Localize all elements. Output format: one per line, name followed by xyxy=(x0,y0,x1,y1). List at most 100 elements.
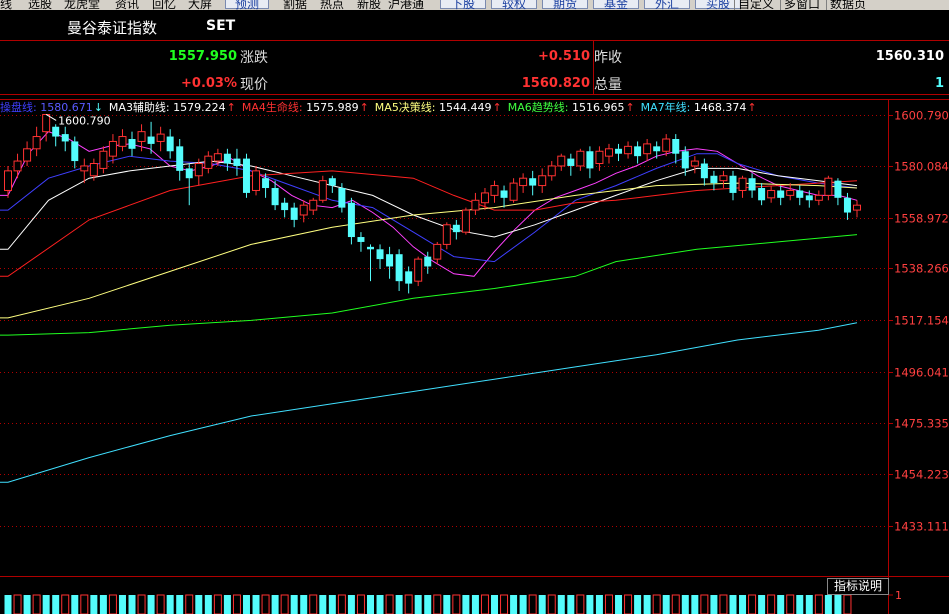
menu-button-5-label: 买股 xyxy=(705,0,730,10)
candle-body-down xyxy=(615,148,623,154)
menu-mid-item-2[interactable]: 热点 xyxy=(320,0,345,10)
volume-bar xyxy=(185,594,194,614)
candle-body-up xyxy=(547,165,556,177)
menu-item-3[interactable]: 资讯 xyxy=(115,0,140,10)
index-code: SET xyxy=(206,18,236,34)
volume-bar xyxy=(213,594,222,614)
change-pct: +0.03% xyxy=(181,76,237,91)
volume-bar xyxy=(805,595,813,614)
y-tick-label: 1600.790 xyxy=(894,109,949,123)
open-value: 1557.950 xyxy=(168,49,237,64)
menu-button-5[interactable]: 买股 xyxy=(695,0,741,10)
volume-bar xyxy=(337,594,346,614)
menu-separator xyxy=(734,0,735,10)
candle-body-up xyxy=(4,170,12,191)
volume-bar xyxy=(13,594,22,614)
volume-bar xyxy=(166,595,174,614)
volume-bar xyxy=(681,595,689,614)
menu-right-item-1[interactable]: 多窗口 xyxy=(784,0,821,10)
menu-button-forecast-label: 预测 xyxy=(234,0,259,10)
menu-mid-item-3[interactable]: 新股 xyxy=(357,0,382,10)
menu-button-4[interactable]: 外汇 xyxy=(644,0,690,10)
volume-bar xyxy=(156,594,165,614)
candle-body-down xyxy=(529,178,537,186)
volume-bar xyxy=(433,594,442,614)
y-tick-label: 1538.266 xyxy=(894,262,949,276)
candle-body-up xyxy=(576,150,585,167)
menu-right-item-2[interactable]: 数据页 xyxy=(830,0,867,10)
candle-body-up xyxy=(767,189,776,199)
y-tick-label: 1475.335 xyxy=(894,417,949,431)
menu-button-1[interactable]: 较权 xyxy=(491,0,537,10)
candle-body-down xyxy=(843,197,851,213)
candle-body-down xyxy=(147,136,155,144)
candle-body-up xyxy=(509,182,518,201)
candle-body-down xyxy=(376,249,384,260)
volume-bar xyxy=(195,595,203,614)
candle-body-up xyxy=(519,177,528,187)
volume-bar xyxy=(385,594,394,614)
volume-bar xyxy=(624,594,633,614)
ma-line-ma-cyan xyxy=(0,322,858,483)
menu-item-4[interactable]: 回忆 xyxy=(152,0,177,10)
volume-bar xyxy=(814,594,823,614)
candle-body-up xyxy=(137,131,146,142)
volume-bar xyxy=(662,595,670,614)
menu-button-3[interactable]: 基金 xyxy=(593,0,639,10)
indicator-explain-button[interactable]: 指标说明 xyxy=(827,578,889,595)
volume-bar xyxy=(99,595,107,614)
candle-body-down xyxy=(233,158,241,166)
legend-value: 1516.965 xyxy=(571,101,625,114)
volume-bar xyxy=(729,595,737,614)
volume-bar xyxy=(824,595,832,614)
menu-item-2[interactable]: 龙虎堂 xyxy=(64,0,101,10)
candle-body-down xyxy=(366,246,374,250)
menu-mid-item-4[interactable]: 沪港通 xyxy=(388,0,425,10)
volume-bar xyxy=(480,594,489,614)
candle-body-up xyxy=(204,155,213,169)
menu-button-0[interactable]: 下股 xyxy=(440,0,486,10)
candle-body-up xyxy=(309,199,318,211)
menu-button-forecast[interactable]: 预测 xyxy=(225,0,269,10)
volume-bar xyxy=(700,594,709,614)
volume-bar xyxy=(80,594,89,614)
candle-body-down xyxy=(452,224,460,233)
legend-arrow: ↑ xyxy=(359,101,369,114)
candle-body-up xyxy=(824,177,833,196)
volume-bar xyxy=(739,595,747,614)
candle-body-up xyxy=(194,163,203,177)
menu-item-1[interactable]: 选股 xyxy=(28,0,53,10)
menu-item-5[interactable]: 大屏 xyxy=(188,0,213,10)
volume-bar xyxy=(32,594,41,614)
menu-button-2-label: 期货 xyxy=(552,0,577,10)
change-label: 涨跌 xyxy=(240,50,268,66)
volume-bar xyxy=(300,595,308,614)
legend-item-4: MA6趋势线: 1516.965↑ xyxy=(508,101,635,114)
candle-body-down xyxy=(347,202,355,238)
candle-body-down xyxy=(653,146,661,152)
menu-mid-item-1[interactable]: 割据 xyxy=(283,0,308,10)
candle-body-down xyxy=(281,202,289,211)
volume-bar xyxy=(671,594,680,614)
candle-body-up xyxy=(414,258,423,282)
menu-button-4-label: 外汇 xyxy=(654,0,679,10)
candle-body-down xyxy=(71,141,79,162)
volume-bar xyxy=(223,595,231,614)
volume-bar xyxy=(309,594,318,614)
prev-close-label: 昨收 xyxy=(594,50,622,66)
menu-item-0[interactable]: 线 xyxy=(0,0,13,10)
menu-button-3-label: 基金 xyxy=(603,0,628,10)
menu-button-2[interactable]: 期货 xyxy=(542,0,588,10)
volume-value: 1 xyxy=(934,76,944,91)
candle-body-down xyxy=(672,138,680,154)
candle-body-up xyxy=(23,148,32,162)
volume-bar xyxy=(748,594,757,614)
candle-body-up xyxy=(480,192,489,204)
menu-right-item-0[interactable]: 自定义 xyxy=(738,0,775,10)
volume-bar xyxy=(567,595,575,614)
volume-bar xyxy=(834,595,842,614)
y-tick-label: 1517.154 xyxy=(894,314,949,328)
candle-body-up xyxy=(433,243,442,260)
volume-bar xyxy=(576,594,585,614)
